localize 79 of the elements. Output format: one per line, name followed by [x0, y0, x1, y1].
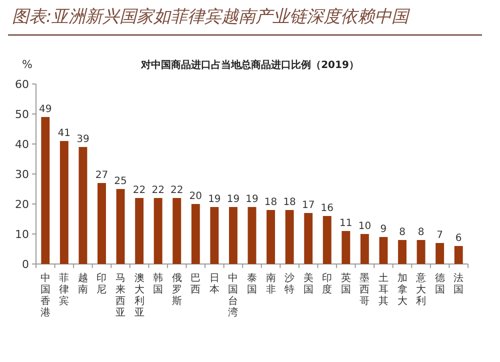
data-label: 22 — [170, 185, 184, 196]
data-label: 7 — [436, 230, 444, 241]
x-tick-label: 意大利 — [415, 272, 426, 307]
data-label: 22 — [132, 185, 146, 196]
y-tick-label: 0 — [22, 258, 29, 271]
bar — [154, 198, 162, 264]
x-tick-label: 英国 — [340, 272, 351, 296]
data-label: 27 — [95, 170, 108, 181]
bar — [285, 210, 294, 264]
x-tick-label: 墨西哥 — [360, 273, 370, 307]
bar — [41, 117, 50, 264]
bar — [210, 207, 219, 264]
bar — [454, 246, 463, 264]
data-label: 25 — [114, 176, 127, 187]
y-tick-label: 30 — [15, 168, 29, 181]
data-label: 11 — [340, 218, 352, 229]
data-label: 39 — [76, 134, 90, 145]
x-tick-label: 韩国 — [153, 272, 164, 296]
data-label: 9 — [380, 224, 387, 235]
data-label: 8 — [399, 227, 406, 238]
data-label: 19 — [208, 194, 221, 205]
y-tick-label: 10 — [15, 228, 29, 241]
y-axis-title: % — [22, 58, 32, 71]
bar — [116, 189, 125, 264]
bar — [342, 231, 350, 264]
x-tick-label: 中国香港 — [40, 272, 50, 318]
bar — [228, 207, 238, 264]
x-tick-label: 土耳其 — [378, 272, 388, 307]
x-tick-label: 法国 — [454, 272, 464, 296]
data-label: 16 — [320, 203, 334, 214]
x-tick-label: 德国 — [434, 273, 445, 296]
bar — [98, 183, 106, 264]
data-label: 17 — [302, 200, 315, 211]
data-label: 19 — [246, 194, 258, 205]
data-label: 19 — [226, 194, 240, 205]
bar — [304, 213, 313, 264]
bar — [191, 204, 200, 264]
bar — [172, 198, 182, 264]
bar — [416, 240, 426, 264]
data-label: 10 — [358, 221, 372, 232]
y-tick-label: 40 — [15, 138, 29, 151]
y-tick-label: 60 — [15, 78, 29, 91]
bar — [436, 243, 444, 264]
x-tick-label: 俄罗斯 — [172, 272, 182, 307]
chart-subtitle: 对中国商品进口占当地总商品进口比例（2019） — [140, 59, 359, 71]
x-tick-label: 泰国 — [247, 273, 257, 296]
bar — [379, 237, 388, 264]
x-tick-label: 巴西 — [190, 273, 201, 296]
bar — [60, 141, 68, 264]
y-tick-label: 20 — [15, 198, 29, 211]
data-label: 8 — [418, 227, 424, 238]
x-tick-label: 加拿大 — [397, 272, 408, 307]
bar — [360, 234, 369, 264]
data-label: 18 — [283, 197, 296, 208]
x-tick-label: 沙特 — [284, 272, 295, 296]
x-tick-label: 美国 — [303, 272, 314, 296]
bar — [135, 198, 144, 264]
x-tick-label: 越南 — [78, 272, 88, 296]
bar — [266, 210, 276, 264]
bar — [322, 216, 332, 264]
x-tick-label: 日本 — [209, 273, 220, 296]
x-tick-label: 菲律宾 — [59, 272, 70, 307]
x-tick-label: 中国台湾 — [228, 272, 238, 318]
x-tick-label: 澳大利亚 — [134, 272, 144, 318]
data-label: 6 — [455, 233, 462, 244]
x-tick-label: 南非 — [266, 272, 276, 296]
data-label: 20 — [189, 191, 202, 202]
x-tick-label: 马来西亚 — [116, 273, 126, 318]
y-tick-label: 50 — [15, 108, 29, 121]
bar — [248, 207, 256, 264]
data-label: 22 — [152, 185, 164, 196]
bar — [398, 240, 406, 264]
bar — [78, 147, 88, 264]
data-label: 41 — [58, 128, 71, 139]
x-tick-label: 印尼 — [96, 272, 107, 296]
chart-title: 图表:亚洲新兴国家如菲律宾越南产业链深度依赖中国 — [12, 7, 411, 27]
x-tick-label: 印度 — [322, 272, 332, 296]
data-label: 18 — [264, 197, 278, 208]
data-label: 49 — [39, 104, 52, 115]
